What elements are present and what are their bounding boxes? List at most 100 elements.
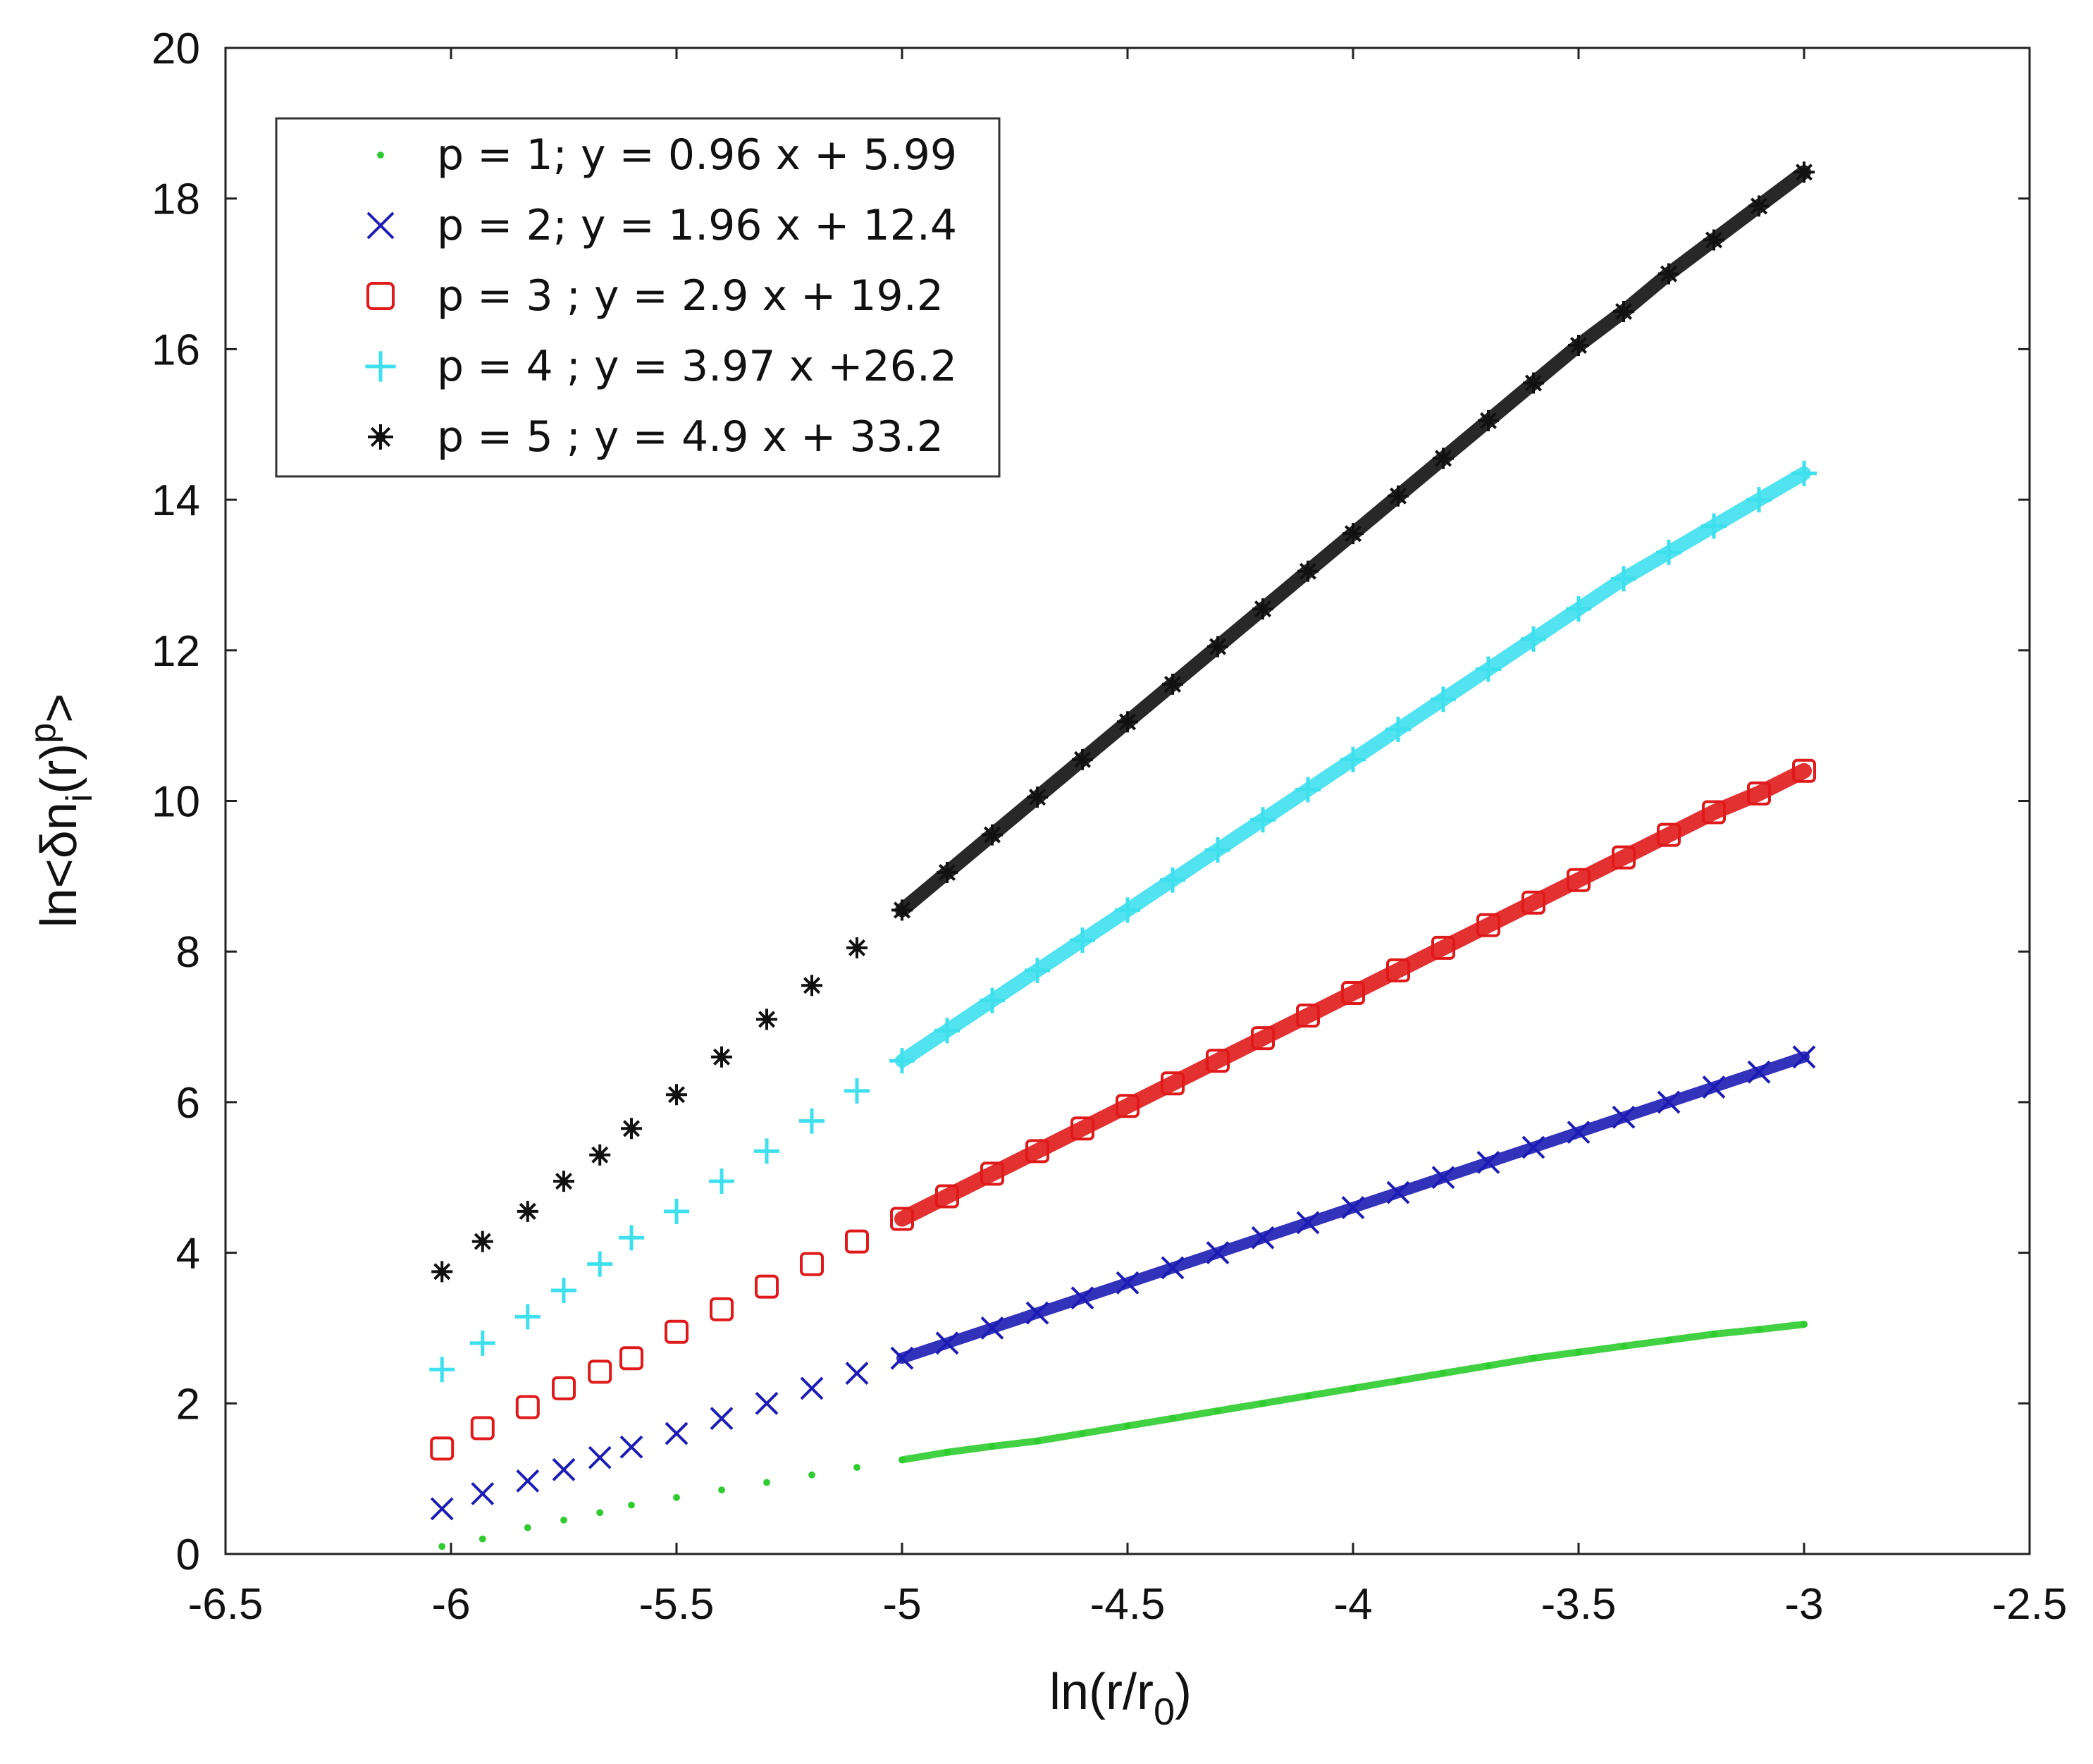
- data-point: [845, 1362, 869, 1385]
- data-point: [1476, 913, 1500, 937]
- data-point: [1620, 1343, 1627, 1350]
- data-point: [890, 1346, 914, 1370]
- data-point: [560, 1517, 567, 1524]
- x-axis-title-tail: ): [1175, 1664, 1192, 1720]
- data-point: [1252, 598, 1273, 620]
- data-point: [1034, 1437, 1041, 1445]
- data-point: [989, 1443, 996, 1450]
- data-point: [1341, 980, 1365, 1005]
- data-point: [471, 1231, 493, 1252]
- data-point: [1747, 781, 1771, 806]
- data-point: [1124, 1422, 1131, 1430]
- data-point: [1161, 1256, 1185, 1280]
- data-point: [1793, 161, 1815, 183]
- data-point: [980, 1161, 1004, 1186]
- data-point: [1657, 1090, 1681, 1114]
- data-point: [1350, 1385, 1357, 1392]
- data-point: [1214, 1407, 1221, 1414]
- x-tick-label: -6: [431, 1580, 470, 1629]
- data-point: [479, 1535, 486, 1543]
- y-axis-title-main: ln<δn: [31, 802, 87, 927]
- data-point: [1801, 1321, 1808, 1328]
- data-point: [619, 1346, 643, 1371]
- y-tick-label: 0: [176, 1531, 200, 1579]
- data-point: [1611, 566, 1636, 592]
- data-point: [1702, 800, 1726, 825]
- x-tick-label: -4: [1333, 1580, 1372, 1629]
- data-point: [1340, 746, 1366, 772]
- data-point: [1792, 1045, 1816, 1069]
- data-point: [1521, 1135, 1545, 1159]
- x-tick-labels: -6.5 -6 -5.5 -5 -4.5 -4 -3.5 -3 -2.5: [188, 1580, 2068, 1629]
- data-point: [664, 1198, 689, 1224]
- x-tick-label: -5.5: [639, 1580, 715, 1629]
- data-point: [1476, 656, 1501, 682]
- data-point: [1251, 1026, 1275, 1051]
- data-point: [845, 1229, 869, 1254]
- data-point: [982, 824, 1003, 846]
- data-point: [891, 899, 913, 921]
- data-point: [1116, 1271, 1140, 1295]
- x-tick-label: -3: [1784, 1580, 1823, 1629]
- data-point: [711, 1046, 732, 1068]
- data-point: [1433, 448, 1454, 469]
- data-point: [1567, 1121, 1591, 1145]
- data-point: [754, 1138, 779, 1164]
- series-2: [430, 1045, 1816, 1521]
- data-point: [588, 1445, 612, 1469]
- legend-entry-2: p = 2; y = 1.96 x + 12.4: [437, 201, 957, 250]
- axes: [224, 47, 2031, 1555]
- data-point: [587, 1251, 613, 1277]
- data-point: [471, 1482, 495, 1505]
- data-point: [438, 1543, 446, 1550]
- data-point: [1755, 1326, 1762, 1333]
- y-tick-label: 4: [176, 1230, 200, 1278]
- data-point: [665, 1319, 689, 1344]
- data-point: [1530, 1355, 1537, 1362]
- data-point: [551, 1278, 576, 1304]
- data-point: [846, 937, 868, 958]
- legend-marker-2: [366, 211, 395, 240]
- data-point: [1665, 1336, 1672, 1344]
- data-point: [934, 1018, 960, 1044]
- legend-marker-3: [366, 282, 395, 310]
- x-axis-title-main: ln(r/r: [1049, 1664, 1154, 1720]
- data-point: [1206, 1049, 1230, 1073]
- data-point: [800, 1252, 824, 1276]
- series-3: [430, 758, 1816, 1461]
- data-point: [1575, 1348, 1582, 1356]
- data-point: [980, 1316, 1004, 1340]
- data-point: [944, 1448, 951, 1456]
- data-point: [890, 1207, 914, 1231]
- data-point: [1710, 1331, 1717, 1338]
- y-axis-title-mid: (r): [31, 744, 87, 794]
- data-point: [1612, 845, 1636, 870]
- data-point: [1476, 1150, 1500, 1174]
- data-point: [1117, 711, 1138, 733]
- data-point: [1205, 837, 1230, 863]
- legend-entry-1: p = 1; y = 0.96 x + 5.99: [437, 130, 957, 180]
- y-tick-label: 14: [152, 476, 200, 525]
- data-point: [552, 1457, 576, 1481]
- data-point: [1521, 626, 1546, 652]
- x-axis-title: ln(r/r0): [1049, 1664, 1192, 1733]
- data-point: [1025, 1139, 1049, 1164]
- x-tick-label: -5: [882, 1580, 921, 1629]
- data-point: [621, 1118, 642, 1140]
- series-band-3: [894, 763, 1812, 1227]
- legend-entry-5: p = 5 ; y = 4.9 x + 33.2: [437, 412, 944, 462]
- legend-box: [275, 117, 1001, 478]
- data-point: [1297, 560, 1319, 582]
- data-point: [1395, 1377, 1402, 1385]
- data-point: [800, 1376, 824, 1400]
- data-point: [429, 1357, 455, 1383]
- data-point: [1656, 539, 1681, 565]
- data-point: [470, 1416, 495, 1441]
- data-point: [1657, 822, 1681, 847]
- series-1: [438, 1321, 1808, 1550]
- data-point: [1169, 1414, 1176, 1422]
- data-point: [801, 975, 822, 997]
- data-point: [665, 1421, 689, 1445]
- data-point: [1162, 673, 1183, 695]
- data-point: [1440, 1369, 1447, 1377]
